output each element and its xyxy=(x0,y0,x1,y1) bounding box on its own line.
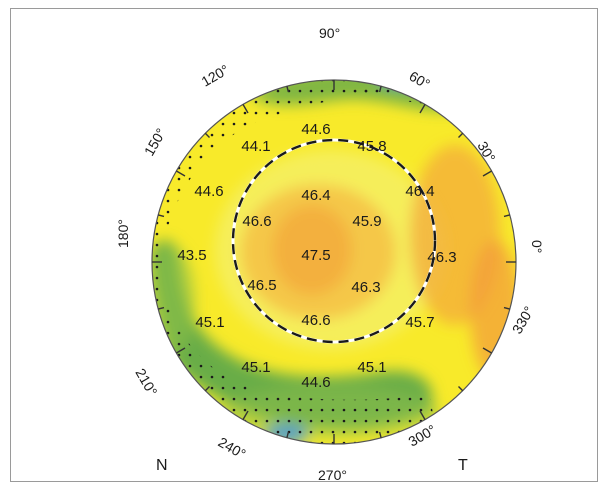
angle-tick xyxy=(458,132,464,138)
angle-tick xyxy=(286,86,290,93)
angle-label-240: 240° xyxy=(216,434,249,462)
angle-tick xyxy=(158,214,165,218)
angle-tick xyxy=(503,306,510,310)
angle-label-60: 60° xyxy=(407,68,433,92)
thickness-values: 47.5 46.4 45.9 46.6 46.5 46.3 46.6 44.6 … xyxy=(177,121,456,391)
value-outer-150: 44.6 xyxy=(194,183,223,200)
angle-tick xyxy=(482,170,492,177)
value-inner-315: 46.3 xyxy=(351,279,380,296)
angle-tick xyxy=(158,306,165,310)
value-inner-270: 46.6 xyxy=(301,312,330,329)
angle-label-150: 150° xyxy=(141,125,169,158)
value-outer-120: 44.1 xyxy=(241,138,270,155)
value-outer-240: 45.1 xyxy=(241,359,270,376)
value-outer-330: 45.7 xyxy=(405,314,434,331)
angle-tick xyxy=(242,410,249,420)
value-outer-270: 44.6 xyxy=(301,374,330,391)
angle-tick xyxy=(176,347,186,354)
angle-label-270: 270° xyxy=(318,467,347,483)
angle-tick xyxy=(176,170,186,177)
value-outer-180: 43.5 xyxy=(177,247,206,264)
angle-tick xyxy=(419,104,426,114)
value-center: 47.5 xyxy=(301,247,330,264)
angle-label-210: 210° xyxy=(132,366,160,399)
angle-label-330: 330° xyxy=(509,303,537,336)
value-outer-0: 46.3 xyxy=(427,249,456,266)
angle-label-0: 0° xyxy=(529,240,545,253)
temporal-label: T xyxy=(458,457,468,474)
angle-tick xyxy=(242,104,249,114)
angle-label-90: 90° xyxy=(319,25,340,41)
angle-tick xyxy=(204,386,210,392)
value-outer-300: 45.1 xyxy=(357,359,386,376)
angle-tick xyxy=(378,86,382,93)
value-outer-210: 45.1 xyxy=(195,314,224,331)
nasal-label: N xyxy=(156,457,168,474)
value-inner-135: 46.6 xyxy=(242,213,271,230)
value-outer-90: 44.6 xyxy=(301,121,330,138)
angle-tick xyxy=(204,132,210,138)
value-inner-225: 46.5 xyxy=(247,277,276,294)
value-inner-90: 46.4 xyxy=(301,187,330,204)
angle-tick xyxy=(458,386,464,392)
value-outer-60: 45.8 xyxy=(357,138,386,155)
angle-tick xyxy=(419,410,426,420)
value-outer-30: 46.4 xyxy=(405,183,434,200)
angle-label-120: 120° xyxy=(199,61,232,89)
central-ring xyxy=(231,138,437,344)
value-inner-45: 45.9 xyxy=(352,213,381,230)
angle-tick xyxy=(503,214,510,218)
angle-ticks xyxy=(152,80,516,444)
angle-tick xyxy=(378,431,382,438)
angle-tick xyxy=(482,347,492,354)
angle-tick xyxy=(286,431,290,438)
angle-label-180: 180° xyxy=(115,219,131,248)
